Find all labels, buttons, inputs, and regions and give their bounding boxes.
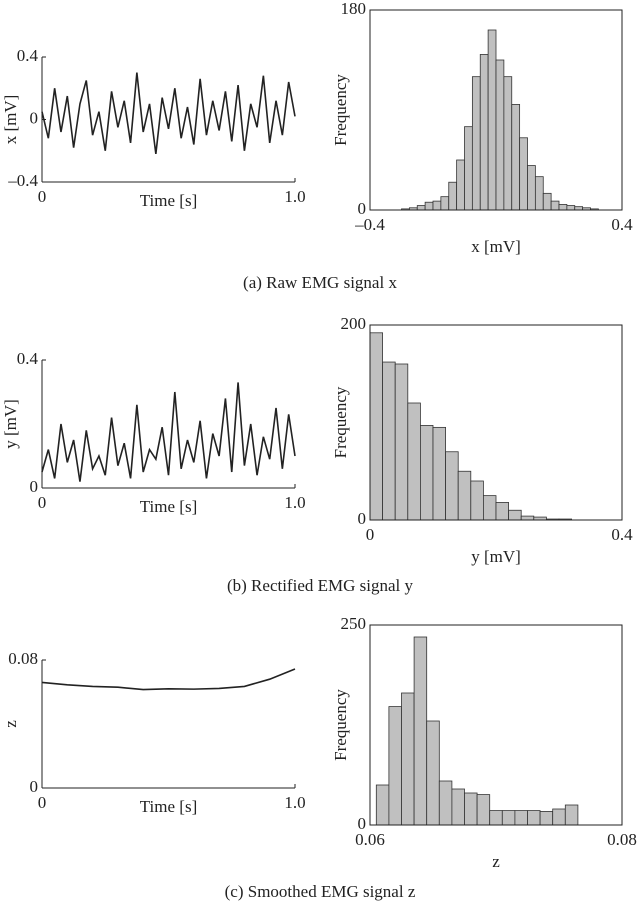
axes-box (369, 324, 623, 521)
bar (550, 200, 560, 211)
bar (401, 692, 415, 826)
bar (456, 159, 465, 211)
bar (501, 810, 516, 826)
bar (514, 810, 528, 826)
y-tick-label: 0.08 (8, 649, 38, 668)
bar (552, 808, 566, 826)
bar (464, 126, 473, 211)
axes-box (369, 9, 623, 211)
bar (369, 332, 384, 521)
bar (470, 480, 484, 521)
x-tick-label: 0.06 (355, 830, 385, 849)
x-tick-label: 1.0 (284, 793, 305, 812)
bar (432, 200, 442, 211)
caption: (b) Rectified EMG signal y (227, 576, 414, 595)
x-tick-label: 0 (366, 525, 375, 544)
bar (508, 509, 522, 521)
y-axis-label: y [mV] (1, 399, 20, 449)
bar (432, 426, 447, 521)
caption: (c) Smoothed EMG signal z (225, 882, 416, 901)
bar (464, 792, 478, 826)
bar (413, 636, 428, 826)
bar (564, 804, 579, 826)
bar (520, 515, 535, 521)
bar (558, 204, 568, 211)
bar (407, 402, 421, 521)
x-tick-label: 1.0 (284, 493, 305, 512)
x-tick-label: 0.08 (607, 830, 637, 849)
bar (448, 181, 458, 211)
signal-line (41, 382, 296, 482)
caption: (a) Raw EMG signal x (243, 273, 397, 292)
bar (426, 720, 440, 826)
x-tick-label: 0.4 (611, 525, 633, 544)
bar (539, 811, 554, 826)
x-axis-label: Time [s] (140, 797, 197, 816)
x-axis-label: z (492, 852, 500, 871)
bar (388, 706, 402, 826)
x-tick-label: 0 (38, 187, 47, 206)
bar (511, 104, 521, 211)
x-axis-label: y [mV] (471, 547, 521, 566)
signal-line (41, 668, 296, 691)
bar (527, 810, 541, 826)
bar (479, 54, 489, 211)
x-axis-label: Time [s] (140, 191, 197, 210)
y-tick-label: 0 (30, 477, 39, 496)
y-tick-label: 0 (358, 509, 367, 528)
bar (375, 784, 390, 826)
bar (416, 205, 426, 211)
x-axis-label: x [mV] (471, 237, 521, 256)
y-tick-label: 0 (358, 199, 367, 218)
x-tick-label: 1.0 (284, 187, 305, 206)
bar (476, 794, 491, 826)
y-tick-label: 0 (358, 814, 367, 833)
bar (527, 165, 536, 211)
bar (451, 788, 465, 826)
y-axis-label: Frequency (331, 689, 350, 761)
y-tick-label: 250 (341, 614, 367, 633)
bar (394, 363, 409, 521)
x-tick-label: 0 (38, 493, 47, 512)
bar (440, 196, 450, 211)
bar (542, 192, 552, 211)
bar (534, 176, 544, 211)
bar (457, 470, 472, 521)
bar (519, 137, 528, 211)
bar (495, 502, 510, 521)
bar (382, 361, 396, 521)
bar (438, 780, 453, 826)
y-axis-label: z (1, 720, 20, 728)
y-tick-label: –0.4 (7, 171, 38, 190)
bar (489, 810, 503, 826)
y-tick-label: 0.4 (17, 349, 39, 368)
x-tick-label: 0 (38, 793, 47, 812)
bar (482, 495, 497, 521)
y-axis-label: Frequency (331, 386, 350, 458)
x-tick-label: 0.4 (611, 215, 633, 234)
signal-line (41, 72, 296, 154)
bar (419, 425, 434, 521)
y-axis-label: Frequency (331, 74, 350, 146)
x-axis-label: Time [s] (140, 497, 197, 516)
axes-box (369, 624, 623, 826)
bar (566, 205, 576, 211)
bar (445, 451, 459, 521)
y-tick-label: 200 (341, 314, 367, 333)
y-tick-label: 0 (30, 108, 39, 127)
y-tick-label: 0.4 (17, 46, 39, 65)
y-tick-label: 0 (30, 777, 39, 796)
x-tick-label: –0.4 (354, 215, 385, 234)
bar (487, 29, 497, 211)
bar (503, 76, 513, 211)
y-axis-label: x [mV] (1, 95, 20, 145)
bar (471, 76, 481, 211)
y-tick-label: 180 (341, 0, 367, 18)
bar (495, 59, 505, 211)
bar (424, 201, 434, 211)
